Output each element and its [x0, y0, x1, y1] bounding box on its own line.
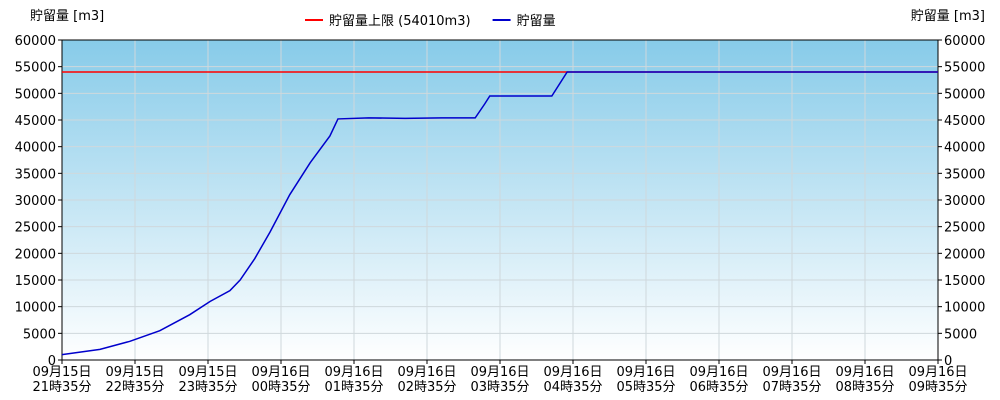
y2-tick-label: 10000 [944, 301, 985, 316]
y-tick-label: 20000 [15, 247, 56, 262]
x-tick-label: 09月16日 02時35分 [397, 365, 456, 395]
y2-tick-label: 50000 [944, 87, 985, 102]
plot-frame [61, 39, 939, 361]
y-tick-label: 5000 [23, 327, 56, 342]
legend-label: 貯留量 [517, 14, 556, 29]
y-tick-label: 60000 [15, 34, 56, 49]
y-tick-label: 25000 [15, 221, 56, 236]
x-tick-label: 09月15日 23時35分 [178, 365, 237, 395]
x-tick-label: 09月16日 07時35分 [762, 365, 821, 395]
y-tick-label: 35000 [15, 167, 56, 182]
y2-tick-label: 0 [944, 354, 952, 369]
y-tick-label: 15000 [15, 274, 56, 289]
x-tick-label: 09月16日 05時35分 [616, 365, 675, 395]
y-tick-label: 55000 [15, 61, 56, 76]
y2-tick-label: 25000 [944, 221, 985, 236]
x-tick-label: 09月16日 04時35分 [543, 365, 602, 395]
x-tick-label: 09月16日 01時35分 [324, 365, 383, 395]
y-tick-label: 10000 [15, 301, 56, 316]
x-tick-label: 09月15日 22時35分 [105, 365, 164, 395]
y2-tick-label: 60000 [944, 34, 985, 49]
series-line [61, 71, 938, 356]
x-tick-label: 09月16日 06時35分 [689, 365, 748, 395]
y2-tick-label: 20000 [944, 247, 985, 262]
y-tick-label: 30000 [15, 194, 56, 209]
x-tick-label: 09月16日 00時35分 [251, 365, 310, 395]
y-axis-label: 貯留量 [m3] [30, 9, 104, 24]
x-tick-label: 09月16日 03時35分 [470, 365, 529, 395]
y2-tick-label: 15000 [944, 274, 985, 289]
y2-tick-label: 45000 [944, 114, 985, 129]
y2-axis-label: 貯留量 [m3] [911, 9, 985, 24]
x-tick-label: 09月16日 08時35分 [835, 365, 894, 395]
x-tick-label: 09月16日 09時35分 [908, 365, 967, 395]
x-tick-label: 09月15日 21時35分 [32, 365, 91, 395]
y-tick-label: 0 [48, 354, 56, 369]
y2-tick-label: 30000 [944, 194, 985, 209]
y-tick-label: 50000 [15, 87, 56, 102]
legend-label: 貯留量上限 (54010m3) [329, 14, 471, 29]
y-tick-label: 40000 [15, 141, 56, 156]
y2-tick-label: 40000 [944, 141, 985, 156]
y2-tick-label: 5000 [944, 327, 977, 342]
y2-tick-label: 35000 [944, 167, 985, 182]
y2-tick-label: 55000 [944, 61, 985, 76]
y-tick-label: 45000 [15, 114, 56, 129]
